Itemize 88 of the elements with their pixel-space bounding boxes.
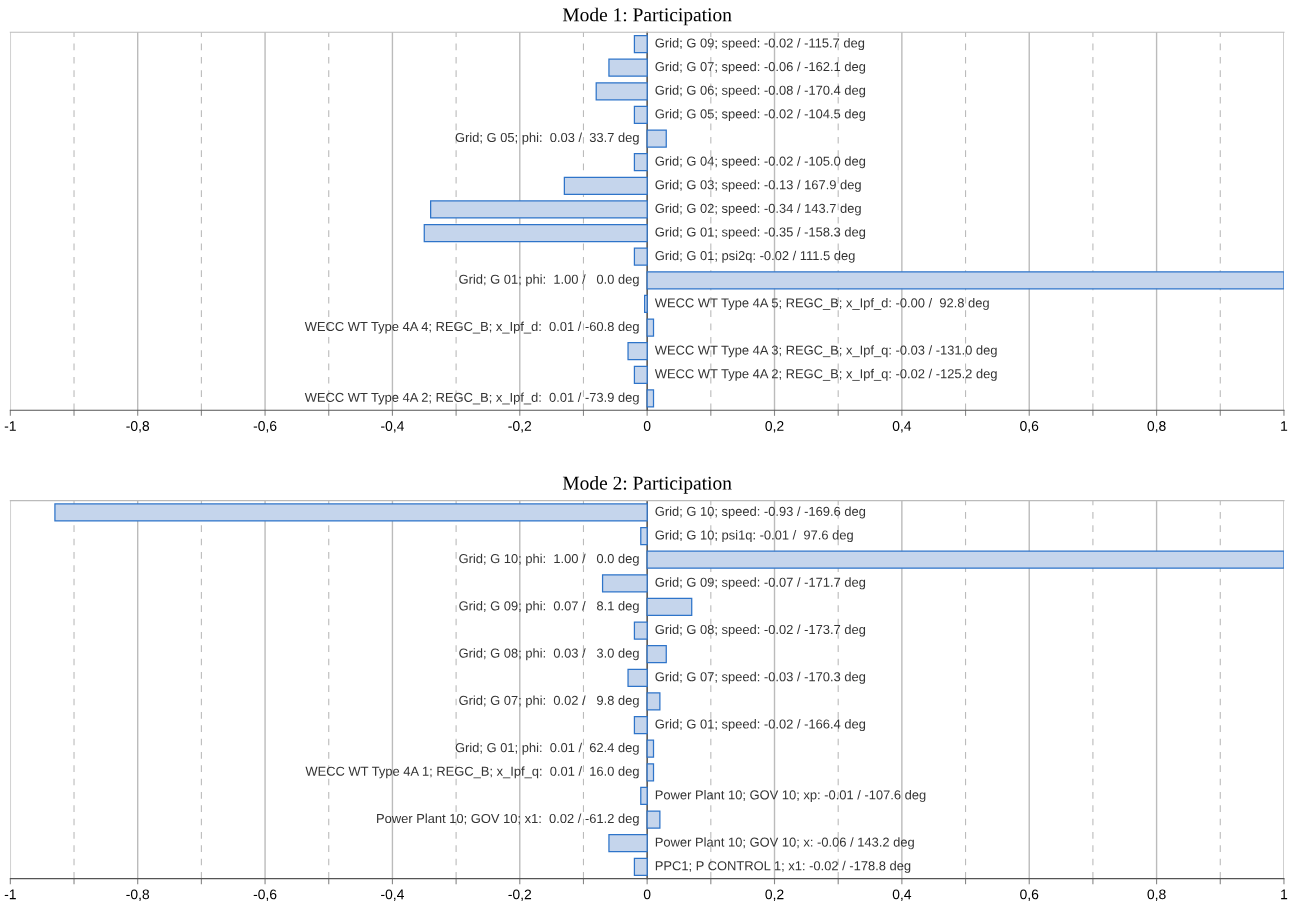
bar xyxy=(646,739,655,758)
data-label: WECC WT Type 4A 4; REGC_B; x_Ipf_d: 0.01 / -60.8 deg xyxy=(304,321,639,334)
x-tick-label: 0 xyxy=(643,421,651,431)
data-label: Grid; G 01; psi2q: -0.02 / 111.5 deg xyxy=(655,250,855,263)
x-tick-label: 0,2 xyxy=(765,889,784,901)
bar xyxy=(643,294,648,314)
x-tick-label: 0,2 xyxy=(765,421,784,433)
data-label: Grid; G 10; phi: 1.00 / 0.0 deg xyxy=(459,553,639,566)
bar xyxy=(563,176,648,195)
chart-title: Mode 2: Participation xyxy=(562,476,732,494)
bar xyxy=(601,574,648,593)
bar xyxy=(633,247,648,266)
data-label: Grid; G 08; speed: -0.02 / -173.7 deg xyxy=(655,624,866,637)
bar xyxy=(646,129,667,148)
bar xyxy=(633,105,648,125)
data-label: WECC WT Type 4A 1; REGC_B; x_Ipf_q: 0.01 / 16.0 deg xyxy=(305,766,639,779)
data-label: Grid; G 01; speed: -0.35 / -158.3 deg xyxy=(655,227,866,240)
bar xyxy=(633,857,648,876)
x-tick-label: 0,4 xyxy=(892,421,912,433)
x-tick-label: -0,8 xyxy=(126,889,150,901)
data-label: Grid; G 03; speed: -0.13 / 167.9 deg xyxy=(655,179,861,192)
data-label: Grid; G 08; phi: 0.03 / 3.0 deg xyxy=(459,648,639,661)
data-label: Grid; G 10; psi1q: -0.01 / 97.6 deg xyxy=(655,530,853,543)
x-tick-label: 0,8 xyxy=(1147,421,1166,433)
x-tick-label: -0,6 xyxy=(253,889,277,901)
bar xyxy=(633,621,648,640)
bar xyxy=(646,389,655,408)
bar xyxy=(646,645,667,664)
x-tick-label: -0,2 xyxy=(508,889,532,901)
data-label: WECC WT Type 4A 3; REGC_B; x_Ipf_q: -0.03 / -131.0 deg xyxy=(654,345,997,358)
x-tick-label: 0 xyxy=(643,889,651,900)
x-tick-label: -0,8 xyxy=(126,421,150,433)
data-label: Grid; G 07; speed: -0.06 / -162.1 deg xyxy=(655,61,866,74)
bar xyxy=(627,342,648,361)
data-label: Grid; G 09; phi: 0.07 / 8.1 deg xyxy=(459,600,639,613)
bar xyxy=(54,503,648,522)
bar xyxy=(595,82,648,101)
data-label: WECC WT Type 4A 2; REGC_B; x_Ipf_q: -0.02 / -125.2 deg xyxy=(654,368,997,381)
bar xyxy=(430,200,648,219)
x-tick-label: -0,4 xyxy=(381,889,404,901)
bar xyxy=(640,526,648,546)
bar xyxy=(646,692,661,711)
bar xyxy=(633,365,648,384)
x-tick-label: -0,4 xyxy=(381,421,404,433)
bar xyxy=(423,223,648,243)
x-tick-label: 0,6 xyxy=(1020,421,1039,433)
x-tick-label: 1 xyxy=(1281,889,1288,900)
data-label: Grid; G 01; speed: -0.02 / -166.4 deg xyxy=(655,719,866,732)
data-label: Grid; G 07; phi: 0.02 / 9.8 deg xyxy=(459,695,639,708)
data-label: Grid; G 04; speed: -0.02 / -105.0 deg xyxy=(655,156,866,169)
x-tick-label: -1 xyxy=(4,421,16,431)
bar xyxy=(646,271,1284,290)
data-label: Grid; G 01; phi: 1.00 / 0.0 deg xyxy=(459,274,639,287)
x-tick-label: 0,6 xyxy=(1020,889,1039,901)
data-label: WECC WT Type 4A 2; REGC_B; x_Ipf_d: 0.01 / -73.9 deg xyxy=(304,392,639,405)
bar xyxy=(608,58,648,77)
data-label: Grid; G 05; phi: 0.03 / 33.7 deg xyxy=(455,132,639,145)
data-label: Grid; G 09; speed: -0.02 / -115.7 deg xyxy=(655,38,865,51)
data-label: Grid; G 09; speed: -0.07 / -171.7 deg xyxy=(655,577,866,590)
bar xyxy=(633,153,648,172)
bar xyxy=(646,763,655,782)
x-tick-label: -0,2 xyxy=(508,421,532,433)
bar xyxy=(608,834,648,853)
data-label: Grid; G 05; speed: -0.02 / -104.5 deg xyxy=(655,108,866,121)
data-label: WECC WT Type 4A 5; REGC_B; x_Ipf_d: -0.00 / 92.8 deg xyxy=(654,297,989,310)
data-label: Power Plant 10; GOV 10; x: -0.06 / 143.2 deg xyxy=(655,837,914,850)
data-label: Grid; G 01; phi: 0.01 / 62.4 deg xyxy=(455,742,639,755)
data-label: Power Plant 10; GOV 10; xp: -0.01 / -107.6 deg xyxy=(655,789,926,802)
data-label: Grid; G 06; speed: -0.08 / -170.4 deg xyxy=(655,85,866,98)
x-tick-label: 0,4 xyxy=(892,889,912,901)
data-label: Grid; G 10; speed: -0.93 / -169.6 deg xyxy=(655,506,866,519)
chart-title: Mode 1: Participation xyxy=(562,7,732,26)
bar xyxy=(646,550,1284,569)
x-tick-label: 0,8 xyxy=(1147,889,1166,901)
bar xyxy=(627,668,648,687)
bar xyxy=(646,597,693,617)
data-label: Grid; G 02; speed: -0.34 / 143.7 deg xyxy=(655,203,861,216)
data-label: Grid; G 07; speed: -0.03 / -170.3 deg xyxy=(655,671,866,684)
x-tick-label: -1 xyxy=(4,889,16,900)
x-tick-label: -0,6 xyxy=(253,421,277,433)
bar xyxy=(633,34,648,54)
bar xyxy=(633,715,648,735)
bar xyxy=(640,786,648,806)
data-label: PPC1; P CONTROL 1; x1: -0.02 / -178.8 deg xyxy=(655,860,911,873)
bar xyxy=(646,810,661,829)
x-tick-label: 1 xyxy=(1281,421,1288,431)
bar xyxy=(646,318,655,337)
data-label: Power Plant 10; GOV 10; x1: 0.02 / -61.2 deg xyxy=(377,813,639,826)
